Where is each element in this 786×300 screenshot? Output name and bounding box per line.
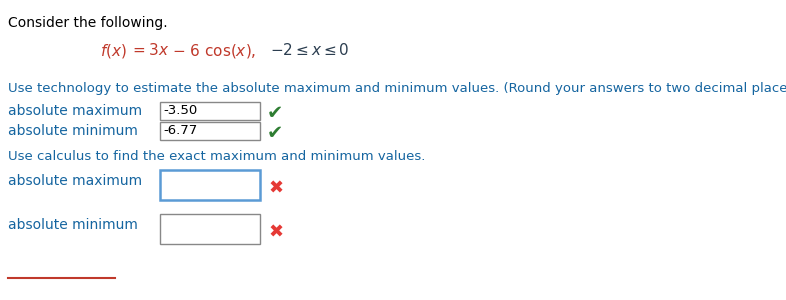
Text: $f(x)$: $f(x)$ [100, 42, 127, 60]
Text: Consider the following.: Consider the following. [8, 16, 167, 30]
Text: -6.77: -6.77 [163, 124, 197, 137]
Text: ✔: ✔ [267, 124, 284, 143]
Text: Use technology to estimate the absolute maximum and minimum values. (Round your : Use technology to estimate the absolute … [8, 82, 786, 95]
Text: absolute minimum: absolute minimum [8, 124, 138, 138]
Text: Use calculus to find the exact maximum and minimum values.: Use calculus to find the exact maximum a… [8, 150, 425, 163]
Text: absolute maximum: absolute maximum [8, 104, 142, 118]
Text: -3.50: -3.50 [163, 104, 197, 117]
Text: ✖: ✖ [268, 224, 283, 242]
Bar [160, 102, 260, 120]
Text: ✔: ✔ [267, 104, 284, 123]
Text: $-2 \leq x \leq 0$: $-2 \leq x \leq 0$ [270, 42, 350, 58]
Bar [160, 214, 260, 244]
Bar [160, 170, 260, 200]
Text: absolute maximum: absolute maximum [8, 174, 142, 188]
Bar [160, 122, 260, 140]
Text: $= 3x$: $= 3x$ [130, 42, 170, 58]
Text: ✖: ✖ [268, 180, 283, 198]
Text: absolute minimum: absolute minimum [8, 218, 138, 232]
Text: $-\ 6\ \cos(x),$: $-\ 6\ \cos(x),$ [172, 42, 256, 60]
